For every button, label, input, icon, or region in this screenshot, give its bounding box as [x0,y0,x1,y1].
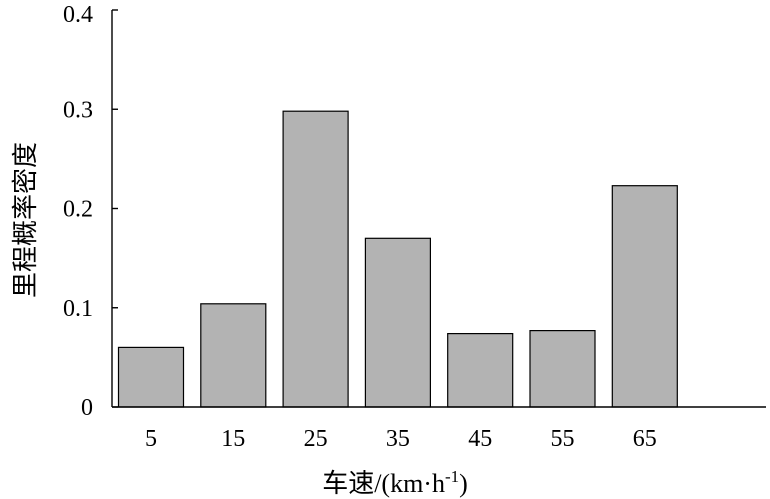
y-tick-label: 0.1 [63,296,93,322]
x-axis-title: 车速/(km·h-1) [322,467,468,498]
x-axis-title-superscript: -1 [445,467,459,486]
bar-35 [364,237,431,408]
bar-65 [611,185,678,408]
x-tick-label: 25 [304,426,328,452]
y-tick-label: 0.2 [63,197,93,223]
x-tick-label: 55 [551,426,575,452]
y-tick-label: 0.3 [63,97,93,123]
x-tick-label: 35 [386,426,410,452]
y-tick-label: 0.4 [63,2,93,28]
y-tick-label: 0 [81,395,93,421]
y-axis-title: 里程概率密度 [11,142,40,298]
x-tick-label: 65 [633,426,657,452]
x-tick-label: 15 [221,426,245,452]
bar-15 [200,303,267,408]
bar-25 [282,110,349,408]
x-tick-label: 5 [145,426,157,452]
x-tick-labels: 5 15 25 35 45 55 65 [145,426,657,452]
bars-group [117,110,678,408]
bar-5 [117,346,185,408]
y-tick-labels: 0 0.1 0.2 0.3 0.4 [63,2,118,421]
bar-55 [529,330,596,408]
bar-45 [447,333,514,408]
x-tick-label: 45 [468,426,492,452]
